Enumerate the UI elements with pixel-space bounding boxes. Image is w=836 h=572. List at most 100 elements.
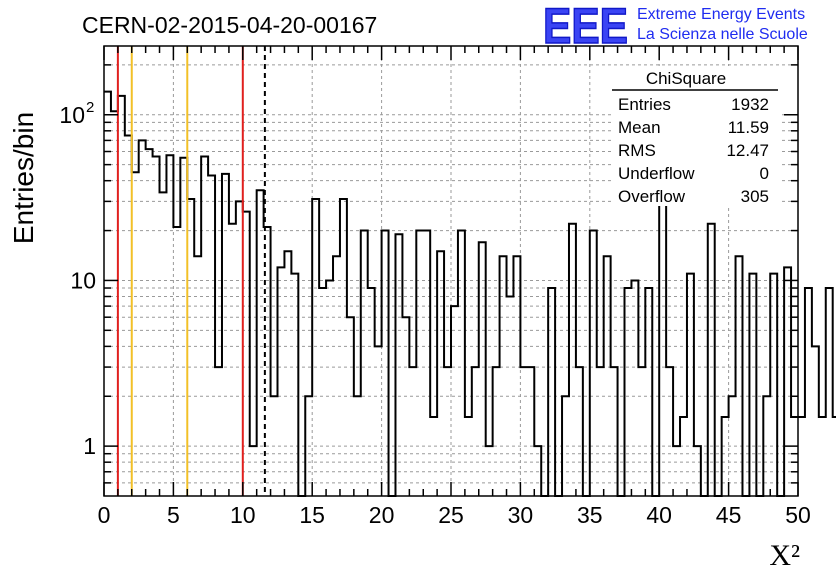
histogram-bin: [118, 96, 125, 496]
histogram-bin: [597, 367, 604, 496]
histogram-bin: [680, 417, 687, 496]
histogram-bin: [319, 288, 326, 496]
stats-row-value: 305: [741, 187, 769, 206]
histogram-bin: [812, 346, 819, 496]
stats-row-label: Overflow: [618, 187, 686, 206]
histogram-bin: [111, 111, 118, 496]
histogram-bin: [548, 288, 555, 496]
y-tick-label: 10: [70, 267, 96, 293]
histogram-bin: [132, 172, 139, 496]
histogram-bin: [194, 256, 201, 496]
histogram-bin: [416, 231, 423, 496]
histogram-bin: [430, 417, 437, 496]
stats-row-label: Underflow: [618, 164, 695, 183]
histogram-bin: [645, 288, 652, 496]
stats-box: ChiSquare Entries 1932 Mean 11.59 RMS 12.47 Un…: [612, 66, 780, 206]
x-tick-label: 45: [716, 502, 742, 528]
stats-rows: Entries 1932 Mean 11.59 RMS 12.47 Underflow 0 Ov…: [618, 95, 769, 206]
x-tick-label: 50: [785, 502, 811, 528]
histogram-bin: [173, 227, 180, 496]
histogram-bin: [375, 346, 382, 496]
x-tick-label: 40: [646, 502, 672, 528]
histogram-bin: [527, 367, 534, 496]
logo-line-2: La Scienza nelle Scuole: [637, 26, 808, 43]
x-axis-label: X²: [769, 539, 800, 572]
histogram-bin: [166, 155, 173, 496]
stats-row-label: RMS: [618, 141, 656, 160]
histogram-bin: [805, 288, 812, 496]
y-tick-label: 10: [59, 102, 85, 128]
histogram-bin: [139, 140, 146, 496]
run-title: CERN-02-2015-04-20-00167: [82, 12, 377, 38]
histogram-bin: [631, 280, 638, 496]
stats-row-label: Entries: [618, 95, 671, 114]
histogram-bin: [493, 367, 500, 496]
histogram-bin: [590, 231, 597, 496]
x-tick-label: 0: [98, 502, 111, 528]
logo-line-1: Extreme Energy Events: [637, 6, 805, 23]
y-axis-label: Entries/bin: [8, 112, 39, 244]
x-tick-label: 30: [508, 502, 534, 528]
histogram-bin: [666, 367, 673, 496]
histogram-bin: [312, 199, 319, 496]
histogram-bin: [638, 367, 645, 496]
histogram-bin: [402, 317, 409, 496]
y-tick-exponent: 2: [86, 99, 94, 116]
x-tick-label: 15: [299, 502, 325, 528]
stats-row-value: 0: [760, 164, 769, 183]
eee-logo-letters: EEE: [543, 0, 628, 54]
histogram-bin: [187, 199, 194, 496]
histogram-bin: [340, 199, 347, 496]
histogram-bin: [722, 417, 729, 496]
histogram-bin: [625, 288, 632, 496]
histogram-bin: [361, 231, 368, 496]
histogram-bin: [153, 156, 160, 496]
histogram-bin: [458, 231, 465, 496]
histogram-bin: [826, 288, 833, 496]
histogram-bin: [395, 234, 402, 496]
histogram-bin: [409, 367, 416, 496]
histogram-bin: [222, 174, 229, 496]
histogram-bin: [208, 175, 215, 496]
histogram-bin: [257, 190, 264, 496]
y-tick-label: 1: [83, 433, 96, 459]
stats-row-value: 11.59: [728, 118, 769, 137]
histogram-bin: [236, 201, 243, 496]
reference-lines: [116, 46, 266, 496]
x-tick-label: 35: [577, 502, 603, 528]
histogram-bin: [347, 317, 354, 496]
histogram-bin: [125, 135, 132, 496]
histogram-bin: [569, 224, 576, 496]
histogram-bin: [791, 417, 798, 496]
histogram-bin: [333, 256, 340, 496]
histogram-bin: [229, 224, 236, 496]
histogram-bin: [576, 367, 583, 496]
histogram-bin: [201, 156, 208, 496]
histogram-bin: [513, 256, 520, 496]
histogram-bin: [423, 231, 430, 496]
histogram-bin: [368, 288, 375, 496]
stats-row-label: Mean: [618, 118, 661, 137]
histogram-bin: [819, 417, 826, 496]
histogram-bin: [520, 367, 527, 496]
stats-title: ChiSquare: [646, 69, 726, 88]
histogram-bin: [382, 231, 389, 496]
histogram-bin: [444, 367, 451, 496]
x-tick-labels: 0 5 10 15 20 25 30 35 40 45 50: [98, 502, 811, 528]
histogram-bin: [472, 367, 479, 496]
histogram-bin: [604, 256, 611, 496]
histogram-bin: [659, 188, 666, 496]
histogram-bin: [326, 280, 333, 496]
stats-row-value: 1932: [731, 95, 769, 114]
histogram-bin: [451, 306, 458, 496]
stats-row-value: 12.47: [726, 141, 769, 160]
x-tick-label: 5: [167, 502, 180, 528]
histogram-bin: [180, 158, 187, 496]
x-tick-label: 25: [438, 502, 464, 528]
histogram-bin: [611, 367, 618, 496]
axis-ticks: [103, 46, 799, 496]
x-tick-label: 20: [369, 502, 395, 528]
histogram-bin: [215, 367, 222, 496]
